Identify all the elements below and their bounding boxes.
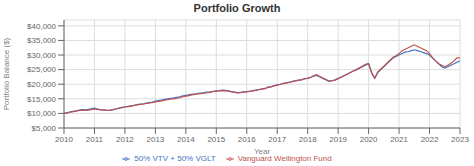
svg-text:$40,000: $40,000 (27, 22, 56, 31)
svg-text:2018: 2018 (299, 135, 317, 144)
svg-text:2023: 2023 (451, 135, 469, 144)
svg-text:$10,000: $10,000 (27, 109, 56, 118)
svg-text:$35,000: $35,000 (27, 36, 56, 45)
svg-text:2017: 2017 (268, 135, 286, 144)
svg-text:2020: 2020 (360, 135, 378, 144)
html-text:Portfolio Growth: Portfolio Growth (193, 2, 281, 14)
svg-text:2022: 2022 (421, 135, 439, 144)
svg-text:2014: 2014 (177, 135, 195, 144)
svg-text:2010: 2010 (55, 135, 73, 144)
svg-text:2016: 2016 (238, 135, 256, 144)
svg-text:$30,000: $30,000 (27, 51, 56, 60)
svg-text:$15,000: $15,000 (27, 95, 56, 104)
svg-text:2019: 2019 (329, 135, 347, 144)
svg-text:2013: 2013 (146, 135, 164, 144)
svg-text:$5,000: $5,000 (32, 124, 57, 133)
svg-text:$25,000: $25,000 (27, 65, 56, 74)
svg-text:2012: 2012 (116, 135, 134, 144)
svg-text:Year: Year (254, 147, 271, 156)
svg-text:2021: 2021 (390, 135, 408, 144)
html-text:Vanguard Wellington Fund: Vanguard Wellington Fund (237, 154, 332, 163)
svg-text:2011: 2011 (86, 135, 104, 144)
svg-text:$20,000: $20,000 (27, 80, 56, 89)
svg-text:Portfolio Balance ($): Portfolio Balance ($) (2, 37, 11, 110)
svg-text:2015: 2015 (207, 135, 225, 144)
html-text:50% VTV + 50% VGLT: 50% VTV + 50% VGLT (134, 154, 216, 163)
